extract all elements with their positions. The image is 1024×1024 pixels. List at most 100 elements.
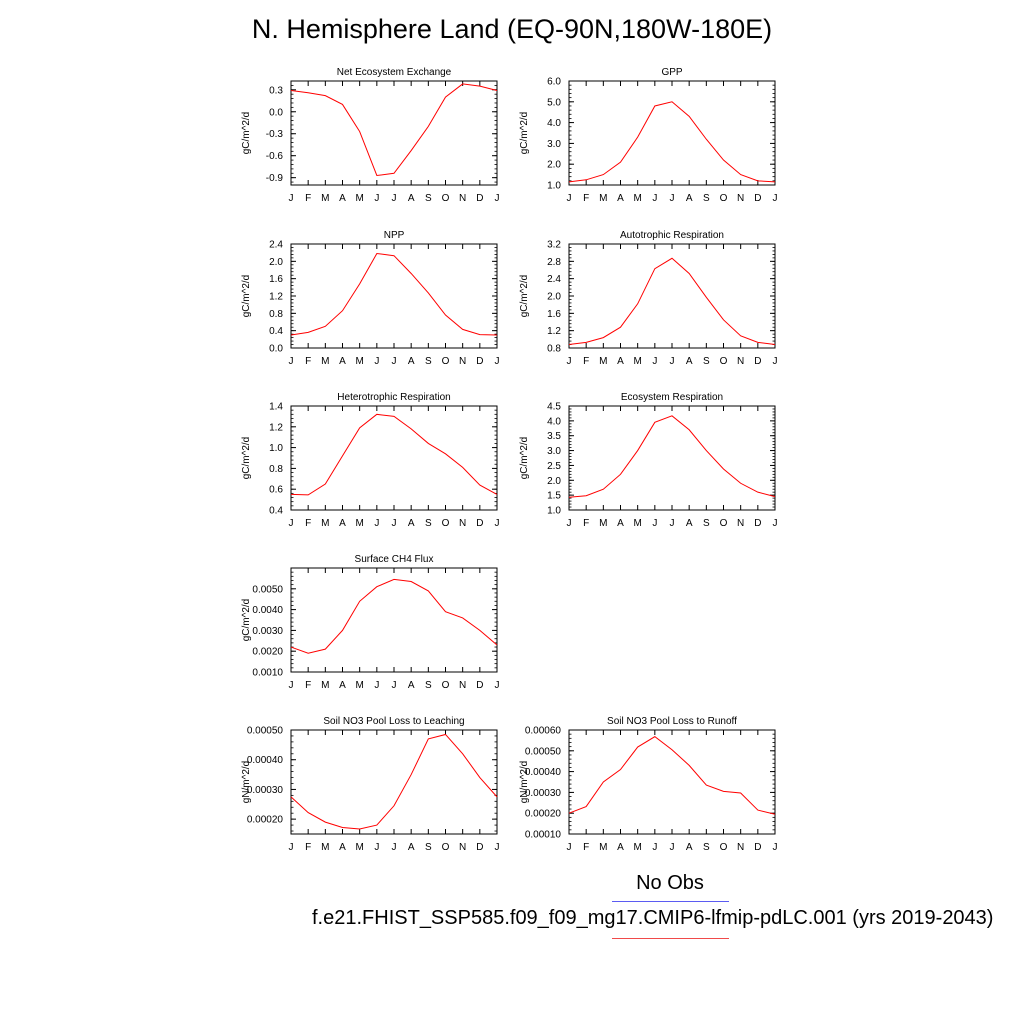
x-tick-label: N: [459, 842, 466, 853]
panel-title: Net Ecosystem Exchange: [337, 67, 452, 78]
panel-title: NPP: [384, 230, 405, 241]
x-tick-label: A: [408, 518, 415, 529]
x-tick-label: O: [442, 193, 450, 204]
panel-title: Soil NO3 Pool Loss to Runoff: [607, 716, 737, 727]
y-tick-label: 0.00050: [247, 726, 284, 737]
series-line: [568, 415, 776, 498]
x-tick-label: M: [355, 842, 363, 853]
x-tick-label: A: [339, 842, 346, 853]
panel-title: Ecosystem Respiration: [621, 392, 723, 403]
x-tick-label: O: [442, 518, 450, 529]
plot-frame: [290, 405, 498, 511]
x-tick-label: S: [703, 193, 710, 204]
x-tick-label: J: [652, 193, 657, 204]
y-tick-label: -0.6: [266, 151, 284, 162]
x-tick-label: F: [583, 518, 589, 529]
y-axis-label: gC/m^2/d: [241, 599, 252, 642]
y-tick-label: 0.8: [547, 344, 561, 355]
y-tick-label: 0.6: [269, 485, 283, 496]
x-tick-label: S: [425, 842, 432, 853]
y-tick-label: 0.0020: [252, 647, 283, 658]
y-tick-label: 3.0: [547, 446, 561, 457]
x-tick-label: J: [495, 680, 500, 691]
y-tick-label: 4.0: [547, 118, 561, 129]
x-tick-label: F: [305, 680, 311, 691]
plot-frame: [568, 729, 776, 835]
x-tick-label: N: [737, 518, 744, 529]
y-tick-label: 1.2: [269, 292, 283, 303]
x-tick-label: A: [339, 680, 346, 691]
x-tick-label: A: [339, 193, 346, 204]
x-tick-label: J: [289, 842, 294, 853]
y-tick-label: 2.4: [547, 274, 561, 285]
x-tick-label: A: [408, 356, 415, 367]
y-axis-label: gN/m^2/d: [241, 761, 252, 804]
x-tick-label: N: [459, 356, 466, 367]
x-tick-label: J: [567, 356, 572, 367]
x-tick-label: J: [374, 680, 379, 691]
x-tick-label: J: [289, 356, 294, 367]
x-tick-label: A: [686, 842, 693, 853]
x-tick-label: M: [321, 680, 329, 691]
x-tick-label: A: [408, 842, 415, 853]
plot-frame: [568, 80, 776, 186]
y-tick-label: 1.4: [269, 402, 283, 413]
series-line: [290, 83, 498, 177]
series-line: [568, 736, 776, 815]
y-tick-label: 6.0: [547, 77, 561, 88]
y-tick-label: 3.0: [547, 139, 561, 150]
y-tick-label: 0.00050: [525, 746, 562, 757]
y-tick-label: 1.6: [547, 309, 561, 320]
x-tick-label: S: [703, 356, 710, 367]
y-tick-label: 0.8: [269, 464, 283, 475]
x-tick-label: N: [459, 193, 466, 204]
x-tick-label: M: [355, 356, 363, 367]
x-tick-label: F: [305, 842, 311, 853]
y-tick-label: 0.00020: [247, 815, 284, 826]
x-tick-label: J: [374, 193, 379, 204]
y-tick-label: 2.8: [547, 257, 561, 268]
y-axis-label: gC/m^2/d: [519, 275, 530, 318]
x-tick-label: J: [392, 193, 397, 204]
y-tick-label: 0.3: [269, 85, 283, 96]
x-tick-label: A: [339, 518, 346, 529]
x-tick-label: M: [633, 518, 641, 529]
x-tick-label: A: [339, 356, 346, 367]
x-tick-label: D: [754, 356, 761, 367]
x-tick-label: D: [476, 193, 483, 204]
y-tick-label: 1.0: [547, 506, 561, 517]
y-axis-label: gC/m^2/d: [241, 275, 252, 318]
x-tick-label: J: [392, 842, 397, 853]
y-tick-label: 2.0: [547, 160, 561, 171]
x-tick-label: A: [686, 356, 693, 367]
x-tick-label: F: [305, 518, 311, 529]
panel-title: GPP: [661, 67, 682, 78]
x-tick-label: M: [355, 193, 363, 204]
x-tick-label: F: [583, 193, 589, 204]
y-tick-label: 0.00040: [247, 755, 284, 766]
panel-title: Heterotrophic Respiration: [337, 392, 450, 403]
x-tick-label: N: [459, 680, 466, 691]
x-tick-label: A: [408, 680, 415, 691]
x-tick-label: A: [408, 193, 415, 204]
x-tick-label: A: [617, 842, 624, 853]
x-tick-label: J: [392, 356, 397, 367]
x-tick-label: J: [289, 193, 294, 204]
x-tick-label: O: [442, 356, 450, 367]
x-tick-label: N: [737, 193, 744, 204]
x-tick-label: D: [754, 193, 761, 204]
y-axis-label: gC/m^2/d: [241, 112, 252, 155]
y-tick-label: 3.2: [547, 240, 561, 251]
x-tick-label: O: [720, 518, 728, 529]
y-tick-label: 0.4: [269, 506, 283, 517]
x-tick-label: M: [321, 518, 329, 529]
x-tick-label: S: [425, 680, 432, 691]
page-title: N. Hemisphere Land (EQ-90N,180W-180E): [251, 14, 773, 44]
x-tick-label: F: [583, 842, 589, 853]
